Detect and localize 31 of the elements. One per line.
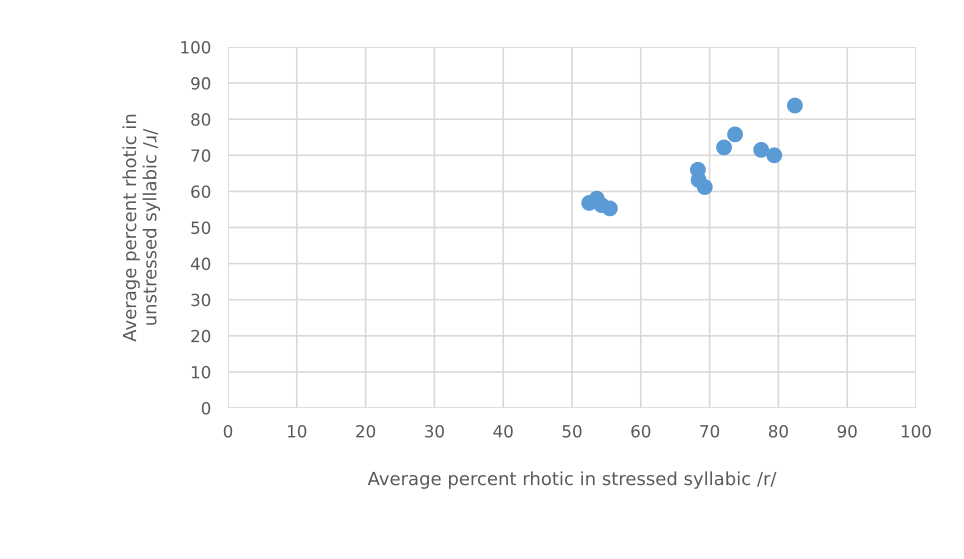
x-tick-label: 0 <box>224 424 232 438</box>
y-tick-label: 70 <box>191 149 210 162</box>
point <box>766 147 782 164</box>
point <box>727 126 743 142</box>
point <box>786 98 803 114</box>
point <box>753 142 770 158</box>
y-tick-label: 80 <box>191 113 210 126</box>
y-tick-label: 30 <box>191 294 210 306</box>
y-axis-title: Average percent rhotic in unstressed syllabic /ɹ/ <box>122 114 160 342</box>
x-tick-label: 20 <box>356 424 376 438</box>
x-tick-label: 90 <box>838 424 857 438</box>
x-tick-label: 80 <box>768 424 788 438</box>
x-tick-label: 10 <box>288 424 306 438</box>
x-tick-label: 50 <box>562 424 582 438</box>
y-tick-label: 40 <box>190 258 210 270</box>
y-tick-label: 60 <box>191 185 210 198</box>
y-tick-label: 0 <box>202 402 210 415</box>
y-tick-label: 50 <box>191 221 210 234</box>
x-tick-label: 100 <box>902 424 931 438</box>
point <box>716 139 732 156</box>
x-axis-title: Average percent rhotic in stressed syllabic /r/ <box>368 471 776 489</box>
x-tick-label: 60 <box>631 424 650 438</box>
y-tick-label: 100 <box>181 40 210 54</box>
x-tick-label: 40 <box>493 424 513 438</box>
y-tick-label: 90 <box>191 77 210 90</box>
x-tick-label: 70 <box>700 424 720 438</box>
point <box>696 179 713 195</box>
point <box>602 200 618 216</box>
x-tick-label: 30 <box>425 424 444 438</box>
y-tick-label: 10 <box>192 366 210 378</box>
y-tick-label: 20 <box>191 330 210 342</box>
